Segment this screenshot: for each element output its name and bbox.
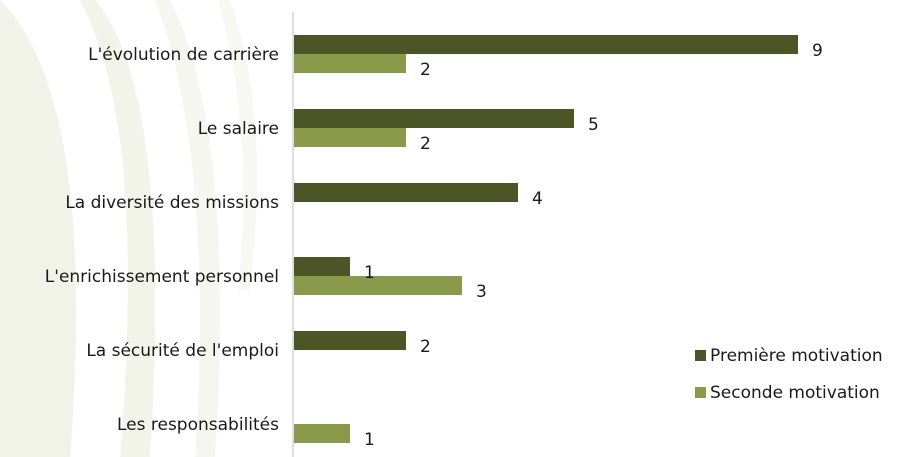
data-label: 4 [532,189,543,209]
bar-premiere-motivation [294,257,350,276]
data-label: 1 [364,263,375,283]
legend: Première motivation Seconde motivation [695,346,883,403]
legend-swatch [695,350,706,361]
bar-seconde-motivation [294,128,406,147]
bar-premiere-motivation [294,109,574,128]
data-label: 2 [420,134,431,154]
legend-swatch [695,387,706,398]
data-label: 5 [588,115,599,135]
legend-label: Première motivation [710,346,883,366]
bar-premiere-motivation [294,35,798,54]
category-label: Les responsabilités [117,415,279,435]
bar-seconde-motivation [294,276,462,295]
legend-label: Seconde motivation [710,383,880,403]
category-label: L'évolution de carrière [88,45,279,65]
data-label: 1 [364,430,375,450]
data-label: 3 [476,282,487,302]
bar-seconde-motivation [294,54,406,73]
category-label: La diversité des missions [65,193,279,213]
bar-seconde-motivation [294,424,350,443]
data-label: 2 [420,337,431,357]
data-label: 2 [420,60,431,80]
background-decoration [0,0,258,457]
category-label: L'enrichissement personnel [45,267,279,287]
bar-premiere-motivation [294,331,406,350]
category-label: La sécurité de l'emploi [86,341,279,361]
category-label: Le salaire [198,119,279,139]
data-label: 9 [812,41,823,61]
bar-premiere-motivation [294,183,518,202]
